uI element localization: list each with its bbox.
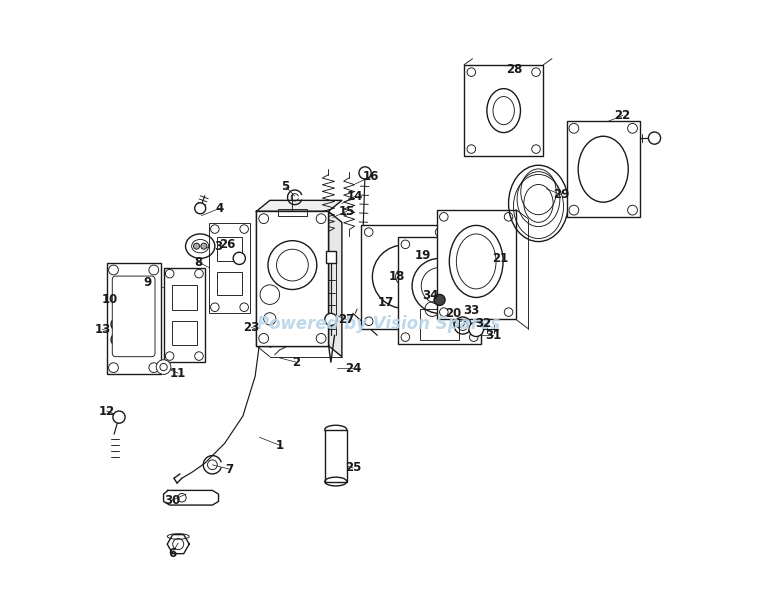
Text: 27: 27 (338, 313, 355, 326)
Bar (464, 65, 544, 157)
Bar (257, 211, 329, 346)
Bar (325, 430, 347, 482)
Text: 19: 19 (414, 250, 431, 263)
Bar (398, 237, 481, 345)
Text: 23: 23 (243, 321, 260, 334)
Circle shape (194, 243, 200, 249)
Polygon shape (329, 211, 342, 357)
Circle shape (156, 360, 171, 375)
Text: 17: 17 (378, 296, 394, 310)
Text: 5: 5 (282, 181, 290, 193)
Bar (172, 285, 197, 310)
FancyBboxPatch shape (112, 276, 155, 357)
Text: 33: 33 (463, 304, 479, 318)
Circle shape (434, 294, 445, 305)
Text: 30: 30 (164, 494, 180, 507)
Bar (172, 321, 197, 345)
Text: 16: 16 (363, 170, 379, 183)
Text: 29: 29 (553, 188, 570, 201)
Bar (209, 223, 251, 313)
Circle shape (233, 252, 245, 264)
Text: 31: 31 (485, 329, 501, 342)
Polygon shape (167, 535, 189, 554)
Text: 10: 10 (101, 293, 118, 307)
Bar (217, 272, 241, 295)
Circle shape (111, 334, 123, 346)
Bar (107, 263, 160, 375)
Text: 11: 11 (170, 367, 186, 379)
Polygon shape (164, 490, 219, 505)
Text: 28: 28 (506, 62, 522, 76)
Bar (361, 225, 447, 329)
Circle shape (376, 265, 387, 276)
Bar (566, 121, 640, 217)
Text: 12: 12 (98, 405, 115, 417)
Text: 15: 15 (338, 205, 355, 218)
Text: Powered by Vision Spares: Powered by Vision Spares (257, 315, 500, 334)
Text: 22: 22 (615, 109, 631, 122)
Text: 21: 21 (493, 252, 509, 265)
Bar (420, 309, 459, 340)
Text: 3: 3 (214, 240, 223, 253)
Circle shape (469, 322, 484, 337)
Text: 26: 26 (219, 239, 235, 252)
Text: 4: 4 (216, 202, 224, 215)
Text: 34: 34 (422, 288, 438, 302)
Polygon shape (257, 200, 342, 211)
Text: 8: 8 (195, 256, 202, 269)
Text: 20: 20 (445, 307, 461, 320)
Circle shape (113, 411, 125, 424)
Bar (437, 209, 516, 319)
Bar (326, 251, 336, 263)
Text: 13: 13 (95, 323, 111, 336)
Text: 9: 9 (144, 276, 152, 289)
Text: 14: 14 (347, 190, 363, 203)
Circle shape (649, 132, 661, 144)
Bar (164, 267, 205, 362)
Text: 32: 32 (475, 316, 491, 330)
Text: 18: 18 (388, 270, 405, 283)
Text: 1: 1 (276, 439, 284, 452)
Bar (278, 209, 307, 216)
Circle shape (325, 313, 337, 326)
Text: 24: 24 (344, 362, 361, 375)
Bar (257, 211, 329, 346)
Circle shape (111, 318, 123, 330)
Text: 2: 2 (292, 356, 300, 368)
Text: 7: 7 (225, 463, 233, 476)
Bar (217, 237, 241, 261)
Circle shape (195, 203, 206, 214)
Text: 25: 25 (344, 461, 361, 474)
Circle shape (201, 243, 207, 249)
Text: 6: 6 (168, 547, 176, 560)
Circle shape (359, 167, 371, 179)
